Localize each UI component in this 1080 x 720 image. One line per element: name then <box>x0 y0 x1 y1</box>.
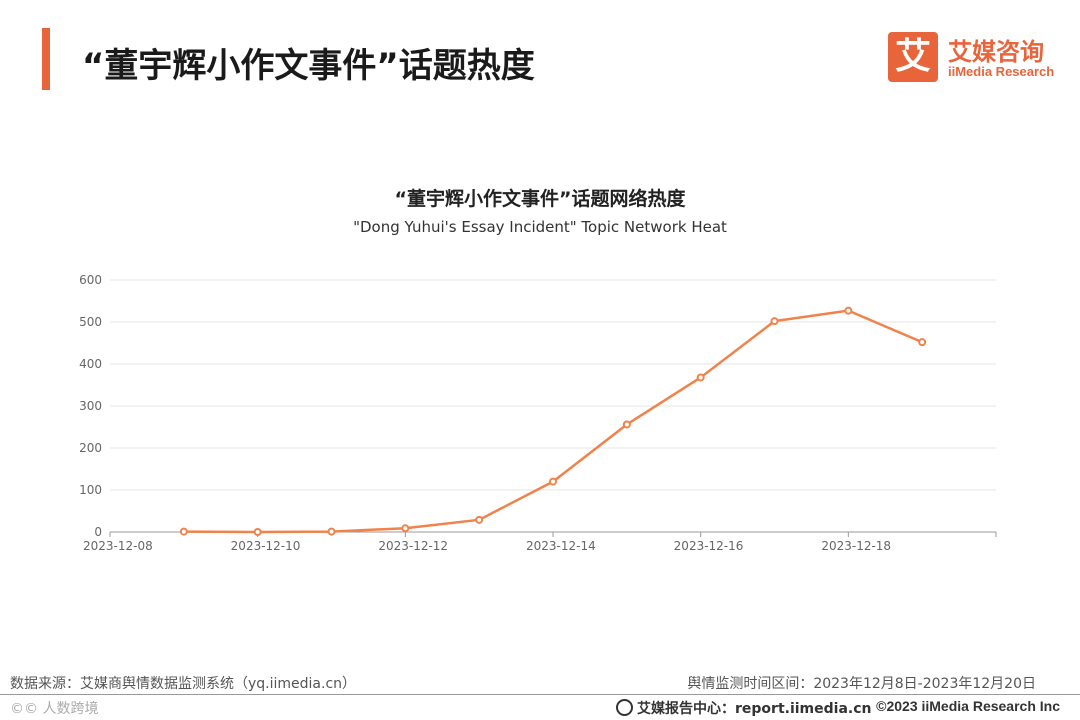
x-tick-label: 2023-12-16 <box>674 539 744 553</box>
y-tick-label: 100 <box>79 483 102 497</box>
chart-title: “董宇辉小作文事件”话题网络热度 <box>394 188 686 210</box>
x-tick-label: 2023-12-12 <box>378 539 448 553</box>
y-tick-label: 500 <box>79 315 102 329</box>
data-point <box>401 524 410 533</box>
footer-divider <box>0 694 1080 695</box>
y-tick-label: 600 <box>79 273 102 287</box>
logo-name-en: iiMedia Research <box>948 64 1055 79</box>
globe-icon <box>616 699 633 716</box>
chart-grid <box>110 279 996 491</box>
data-point <box>918 338 927 347</box>
data-point <box>844 306 853 315</box>
x-tick-label: 2023-12-10 <box>231 539 301 553</box>
x-tick-label: 2023-12-14 <box>526 539 596 553</box>
y-tick-label: 400 <box>79 357 102 371</box>
line-chart: 0 100 200 300 400 500 600 2023-12-08 2023-12-10 2… <box>79 273 997 553</box>
y-tick-label: 200 <box>79 441 102 455</box>
data-point <box>770 317 779 326</box>
chart-series <box>179 306 927 536</box>
x-tick-label: 2023-12-08 <box>83 539 153 553</box>
data-point <box>253 528 262 536</box>
series-line <box>183 309 923 534</box>
data-point <box>549 477 557 486</box>
footer-period: 舆情监测时间区间：2023年12月8日-2023年12月20日 <box>687 676 1036 692</box>
footer-report-label: 艾媒报告中心：report.iimedia.cn <box>637 701 872 717</box>
footer-source: 数据来源：艾媒商舆情数据监测系统（yq.iimedia.cn） <box>10 676 357 692</box>
chart-subtitle: "Dong Yuhui's Essay Incident" Topic Netw… <box>353 218 727 236</box>
data-point <box>696 373 705 382</box>
footer-watermark: ©© 人数跨境 <box>10 701 99 717</box>
brand-logo: 艾 艾媒咨询 iiMedia Research <box>888 32 1064 84</box>
data-point <box>179 527 188 536</box>
data-point <box>327 527 336 536</box>
data-point <box>475 515 484 524</box>
footer-copyright: ©2023 iiMedia Research Inc <box>876 698 1060 714</box>
data-point <box>622 420 631 429</box>
y-tick-label: 300 <box>79 399 102 413</box>
x-tick-label: 2023-12-18 <box>821 539 891 553</box>
logo-mark: 艾 <box>888 32 938 82</box>
page-title: “董宇辉小作文事件”话题热度 <box>82 46 535 86</box>
y-tick-label: 0 <box>94 525 102 539</box>
title-accent-bar <box>42 28 50 90</box>
logo-name-cn: 艾媒咨询 <box>948 38 1044 66</box>
footer-report-center: 艾媒报告中心：report.iimedia.cn <box>616 698 872 718</box>
